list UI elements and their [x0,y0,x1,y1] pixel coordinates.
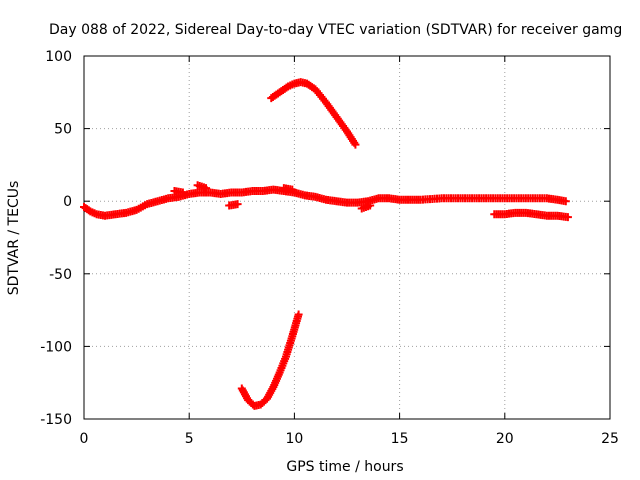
data-point [202,184,211,193]
y-tick-label: -150 [40,412,72,428]
data-point [366,201,375,210]
data-point [294,310,303,319]
axis-ticks: 0 5 10 15 20 25 -150 -100 -50 0 50 100 [40,49,619,447]
x-tick-label: 15 [391,431,409,447]
y-tick-label: -50 [49,267,72,283]
x-axis-label: GPS time / hours [286,459,403,475]
x-tick-label: 5 [185,431,194,447]
y-tick-label: 100 [45,49,72,65]
x-tick-label: 25 [601,431,619,447]
y-tick-label: -100 [40,339,72,355]
data-point [233,200,242,209]
y-axis-label: SDTVAR / TECUs [6,181,22,296]
y-tick-label: 50 [54,122,72,138]
data-point [178,188,187,197]
data-point [351,140,360,149]
chart-title: Day 088 of 2022, Sidereal Day-to-day VTE… [49,22,622,38]
y-tick-label: 0 [63,194,72,210]
data-point [288,185,297,194]
x-tick-label: 10 [285,431,303,447]
data-point [563,213,572,222]
data-points [80,78,572,410]
grid-lines [84,56,610,419]
x-tick-label: 20 [496,431,514,447]
x-tick-label: 0 [80,431,89,447]
data-point [561,197,570,206]
plot-frame [83,55,611,420]
